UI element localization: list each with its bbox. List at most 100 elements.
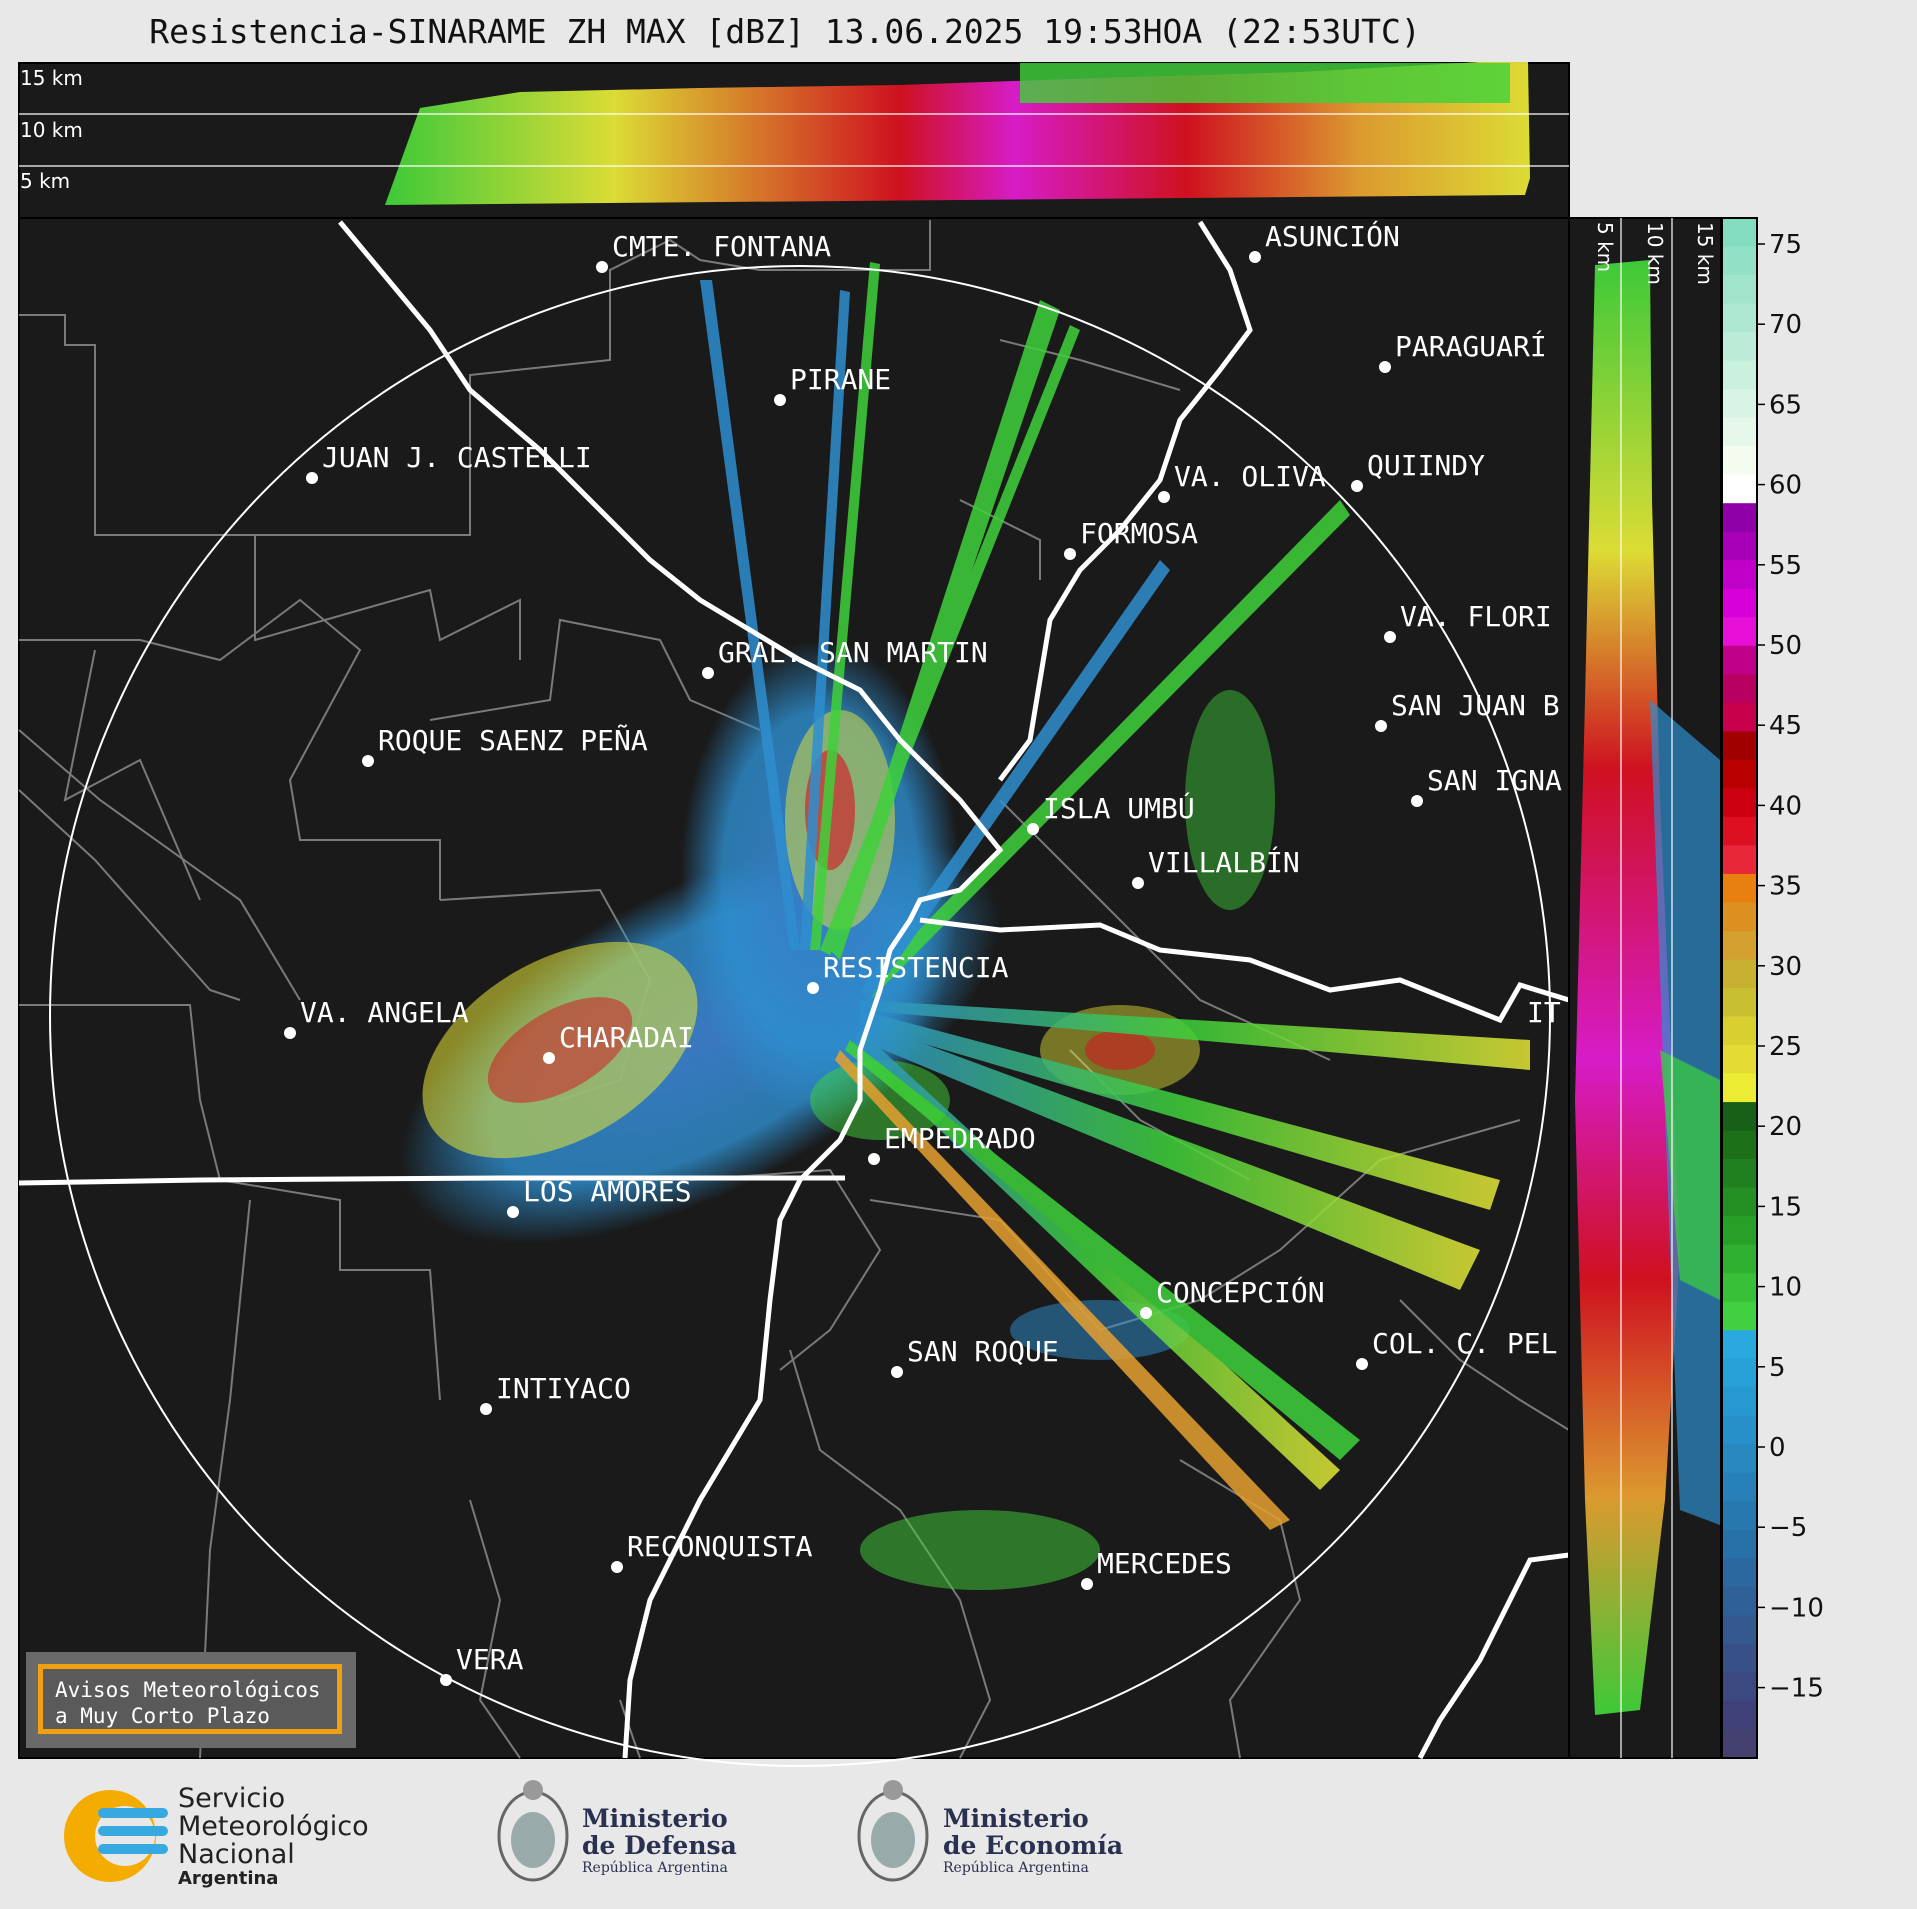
city-paraguari: PARAGUARÍ <box>1379 329 1547 373</box>
range-ring <box>49 265 1551 1767</box>
colorbar-step <box>1722 1244 1757 1274</box>
warning-box-line2: a Muy Corto Plazo <box>55 1704 270 1728</box>
svg-text:IT: IT <box>1527 996 1561 1029</box>
colorbar-step <box>1722 788 1757 818</box>
city-san-ignacio: SAN IGNA <box>1411 764 1562 807</box>
colorbar-step <box>1722 902 1757 932</box>
colorbar-step <box>1722 1558 1757 1588</box>
smn-line1: Servicio <box>178 1783 286 1814</box>
svg-text:EMPEDRADO: EMPEDRADO <box>884 1122 1036 1155</box>
colorbar-step <box>1722 1216 1757 1246</box>
smn-line3: Nacional <box>178 1839 295 1870</box>
svg-text:PIRANE: PIRANE <box>790 363 891 396</box>
colorbar-tick-label: 35 <box>1769 872 1802 902</box>
colorbar-step <box>1722 218 1757 248</box>
svg-text:VERA: VERA <box>456 1643 524 1676</box>
colorbar-step <box>1722 332 1757 362</box>
colorbar-step <box>1722 959 1757 989</box>
svg-text:COL. C. PEL: COL. C. PEL <box>1372 1327 1557 1360</box>
defensa-logo-text: Ministerio de Defensa República Argentin… <box>582 1805 737 1877</box>
city-cmte-fontana: CMTE. FONTANA <box>596 230 831 273</box>
colorbar-step <box>1722 1358 1757 1388</box>
colorbar-tick-label: 50 <box>1769 631 1802 661</box>
city-formosa: FORMOSA <box>1064 517 1198 560</box>
colorbar-step <box>1722 845 1757 875</box>
colorbar-tick-label: −15 <box>1769 1674 1824 1704</box>
side-height-profile: 5 km 10 km 15 km <box>1568 217 1722 1759</box>
colorbar-tick-label: 30 <box>1769 952 1802 982</box>
colorbar-step <box>1722 1045 1757 1075</box>
side-profile-label-15km: 15 km <box>1693 222 1717 285</box>
city-va-oliva: VA. OLIVA <box>1158 460 1326 503</box>
colorbar-step <box>1722 275 1757 305</box>
colorbar-tick-label: 0 <box>1769 1433 1786 1463</box>
svg-text:SAN JUAN B: SAN JUAN B <box>1391 689 1560 722</box>
svg-text:CMTE. FONTANA: CMTE. FONTANA <box>612 230 831 263</box>
colorbar-step <box>1722 1615 1757 1645</box>
economia-line3: República Argentina <box>943 1860 1089 1876</box>
colorbar-tick-label: 55 <box>1769 551 1802 581</box>
city-empedrado: EMPEDRADO <box>868 1122 1036 1165</box>
svg-text:INTIYACO: INTIYACO <box>496 1372 631 1405</box>
colorbar-tick-label: 10 <box>1769 1273 1802 1303</box>
radar-echoes <box>400 262 1530 1590</box>
colorbar-step <box>1722 1301 1757 1331</box>
defensa-line1: Ministerio <box>582 1804 728 1833</box>
colorbar-step <box>1722 702 1757 732</box>
colorbar-step <box>1722 645 1757 675</box>
warning-box-line1: Avisos Meteorológicos <box>55 1678 321 1702</box>
colorbar-tick-label: −5 <box>1769 1513 1807 1543</box>
chart-title: Resistencia-SINARAME ZH MAX [dBZ] 13.06.… <box>149 12 1421 51</box>
colorbar-step <box>1722 1472 1757 1502</box>
colorbar-step <box>1722 1444 1757 1474</box>
svg-text:RECONQUISTA: RECONQUISTA <box>627 1530 813 1563</box>
colorbar-tick-label: 15 <box>1769 1192 1802 1222</box>
svg-text:ROQUE SAENZ PEÑA: ROQUE SAENZ PEÑA <box>378 723 648 757</box>
colorbar-step <box>1722 503 1757 533</box>
colorbar-step <box>1722 1187 1757 1217</box>
svg-text:VILLALBÍN: VILLALBÍN <box>1148 845 1300 879</box>
svg-text:RESISTENCIA: RESISTENCIA <box>823 951 1009 984</box>
radar-map: CMTE. FONTANA ASUNCIÓN PARAGUARÍ PIRANE … <box>18 217 1570 1767</box>
city-mercedes: MERCEDES <box>1081 1547 1232 1590</box>
colorbar-step <box>1722 246 1757 276</box>
colorbar-step <box>1722 1415 1757 1445</box>
colorbar-step <box>1722 1643 1757 1673</box>
side-profile-label-10km: 10 km <box>1643 222 1667 285</box>
colorbar-step <box>1722 1130 1757 1160</box>
top-profile-label-10km: 10 km <box>20 118 83 142</box>
colorbar-step <box>1722 930 1757 960</box>
economia-line2: de Economía <box>943 1831 1124 1860</box>
colorbar-step <box>1722 474 1757 504</box>
smn-logo-mark <box>64 1790 168 1882</box>
city-vera: VERA <box>440 1643 524 1686</box>
city-san-roque: SAN ROQUE <box>891 1335 1059 1378</box>
city-los-amores: LOS AMORES <box>507 1175 692 1218</box>
city-juan-j-castelli: JUAN J. CASTELLI <box>306 441 592 484</box>
defensa-line3: República Argentina <box>582 1860 728 1876</box>
svg-text:PARAGUARÍ: PARAGUARÍ <box>1395 329 1547 363</box>
city-col-c-pellegrini: COL. C. PEL <box>1356 1327 1557 1370</box>
colorbar-step <box>1722 588 1757 618</box>
svg-text:ASUNCIÓN: ASUNCIÓN <box>1265 219 1400 253</box>
city-quiindy: QUIINDY <box>1351 449 1485 492</box>
svg-text:VA. ANGELA: VA. ANGELA <box>300 996 469 1029</box>
svg-text:MERCEDES: MERCEDES <box>1097 1547 1232 1580</box>
colorbar-tick-label: 40 <box>1769 791 1802 821</box>
top-profile-label-5km: 5 km <box>20 169 70 193</box>
defensa-seal <box>497 1780 569 1882</box>
colorbar-step <box>1722 988 1757 1018</box>
warning-box[interactable]: Avisos Meteorológicos a Muy Corto Plazo <box>38 1664 342 1734</box>
svg-text:VA. FLORI: VA. FLORI <box>1400 600 1552 633</box>
city-pirane: PIRANE <box>774 363 891 406</box>
city-isla-umbu: ISLA UMBÚ <box>1027 791 1195 835</box>
colorbar-step <box>1722 389 1757 419</box>
svg-text:SAN IGNA: SAN IGNA <box>1427 764 1562 797</box>
svg-text:FORMOSA: FORMOSA <box>1080 517 1198 550</box>
smn-line2: Meteorológico <box>178 1811 369 1842</box>
colorbar-step <box>1722 560 1757 590</box>
defensa-line2: de Defensa <box>582 1831 737 1860</box>
colorbar-tick-label: 60 <box>1769 471 1802 501</box>
colorbar-tick-label: 75 <box>1769 230 1802 260</box>
